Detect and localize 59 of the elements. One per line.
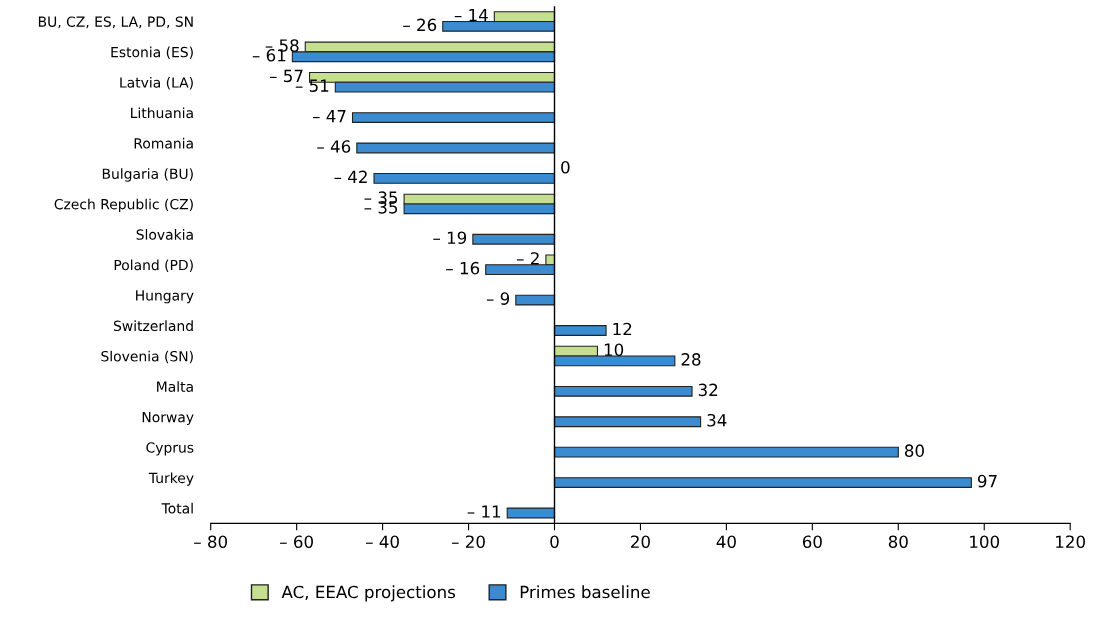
y-tick-label: Total xyxy=(161,502,193,514)
data-label: – 9 xyxy=(486,292,510,305)
data-label: – 26 xyxy=(403,18,437,32)
x-tick-label: 100 xyxy=(970,535,1000,549)
y-tick-label: Cyprus xyxy=(146,442,194,456)
data-label: – 47 xyxy=(312,110,346,123)
y-tick-label: Latvia (LA) xyxy=(120,77,193,90)
y-tick-label: Turkey xyxy=(148,472,194,486)
bar xyxy=(373,172,556,184)
bar xyxy=(351,112,556,123)
y-tick-label: Hungary xyxy=(136,290,194,304)
x-tick-label: 80 xyxy=(888,535,908,549)
bar xyxy=(553,416,702,428)
x-tick-label: 60 xyxy=(802,535,822,549)
y-tick-label: Lithuania xyxy=(131,107,193,119)
data-label: 0 xyxy=(561,160,570,174)
y-tick-label: Slovenia (SN) xyxy=(101,350,193,364)
x-tick-label: 120 xyxy=(1056,535,1085,549)
x-tick-label: – 60 xyxy=(280,535,313,549)
bar xyxy=(356,142,556,154)
y-tick-label: Czech Republic (CZ) xyxy=(54,198,193,213)
x-tick-label: – 40 xyxy=(366,535,399,549)
bar xyxy=(506,507,556,519)
bar xyxy=(472,233,556,245)
y-tick-label: BU, CZ, ES, LA, PD, SN xyxy=(38,16,193,29)
y-tick-label: Romania xyxy=(134,137,193,149)
bar xyxy=(553,477,972,488)
legend-label: AC, EEAC projections xyxy=(281,585,456,602)
data-label: – 11 xyxy=(467,505,501,518)
data-label: 12 xyxy=(613,322,632,336)
x-tick-label: – 20 xyxy=(451,535,485,549)
data-label: – 46 xyxy=(317,140,351,153)
data-label: 34 xyxy=(707,413,727,427)
data-label: 32 xyxy=(698,383,718,397)
x-tick-label: 20 xyxy=(631,535,650,549)
y-tick-label: Slovakia xyxy=(136,229,193,240)
bar xyxy=(553,325,607,336)
y-tick-label: Poland (PD) xyxy=(114,259,193,272)
data-label: 80 xyxy=(904,444,924,457)
y-tick-label: Estonia (ES) xyxy=(111,46,193,59)
y-tick-label: Norway xyxy=(142,412,194,426)
data-label: – 19 xyxy=(433,231,467,245)
legend-label: Primes baseline xyxy=(520,585,650,599)
x-tick-label: – 80 xyxy=(194,535,228,549)
y-tick-label: Switzerland xyxy=(113,320,193,332)
data-label: 10 xyxy=(604,343,624,356)
data-label: – 42 xyxy=(334,170,367,183)
x-tick-label: 40 xyxy=(716,535,736,549)
data-label: 28 xyxy=(681,353,701,366)
x-tick-label: 0 xyxy=(550,535,559,549)
data-label: – 2 xyxy=(516,252,539,265)
y-tick-label: Malta xyxy=(157,381,193,392)
bar xyxy=(515,294,556,306)
y-tick-label: Bulgaria (BU) xyxy=(102,168,193,182)
data-label: – 14 xyxy=(454,9,488,22)
bar xyxy=(553,385,693,397)
data-label: – 16 xyxy=(446,261,480,275)
data-label: 97 xyxy=(977,474,997,488)
bar xyxy=(553,446,899,458)
